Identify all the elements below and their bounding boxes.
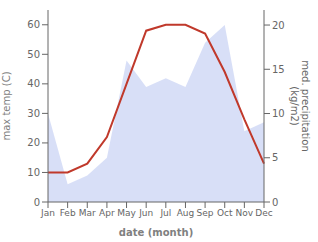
svg-text:0: 0 [34,197,40,208]
svg-text:30: 30 [27,108,40,119]
svg-text:Sep: Sep [197,208,214,218]
svg-text:Feb: Feb [60,208,76,218]
svg-text:20: 20 [27,137,40,148]
svg-text:Jun: Jun [138,208,153,218]
svg-text:Dec: Dec [255,208,272,218]
svg-text:Aug: Aug [177,208,195,218]
svg-text:max temp (C): max temp (C) [8,71,12,140]
svg-text:15: 15 [272,64,285,75]
svg-text:10: 10 [27,167,40,178]
svg-text:Apr: Apr [99,208,115,218]
svg-text:5: 5 [272,152,278,163]
svg-text:Nov: Nov [236,208,254,218]
svg-text:10: 10 [272,108,285,119]
svg-text:Mar: Mar [79,208,96,218]
svg-text:May: May [117,208,136,218]
svg-text:50: 50 [27,49,40,60]
svg-text:Oct: Oct [217,208,233,218]
svg-text:med. precipitation(kg/m2): med. precipitation(kg/m2) [289,60,310,152]
svg-text:40: 40 [27,78,40,89]
svg-text:Jul: Jul [159,208,171,218]
svg-text:Jan: Jan [40,208,55,218]
svg-text:date (month): date (month) [119,227,193,238]
svg-text:60: 60 [27,19,40,30]
svg-text:20: 20 [272,20,285,31]
svg-text:0: 0 [272,197,278,208]
